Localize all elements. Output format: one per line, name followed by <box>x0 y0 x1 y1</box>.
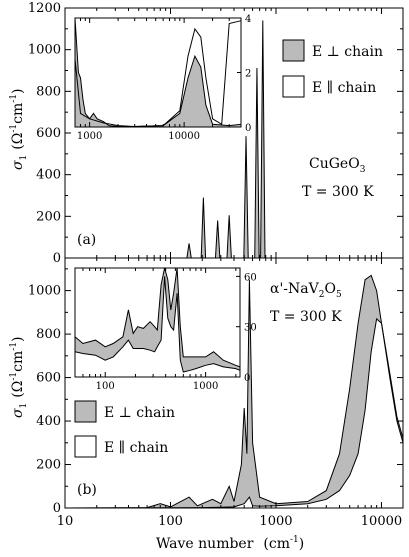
peak-mark <box>254 67 260 259</box>
peak-mark <box>260 20 266 259</box>
panel-b-material-sub1: 2 <box>319 290 325 300</box>
inset-x-tick-label: 1000 <box>77 131 102 142</box>
inset-y-tick-label: 30 <box>244 323 257 334</box>
inset-perp-area <box>75 268 240 372</box>
panel-a-ylabel-sub: 1 <box>19 155 29 161</box>
y-tick-label: 200 <box>36 458 61 473</box>
panel-a-ylabel-symbol: σ <box>10 160 26 170</box>
panel-a-ylabel-end: ) <box>10 88 26 93</box>
panel-b-material-mid: O <box>324 281 335 297</box>
y-tick-label: 400 <box>36 414 61 429</box>
y-tick-label: 200 <box>36 209 61 224</box>
panel-a-ylabel: σ1(Ω-1cm-1) <box>9 88 29 170</box>
panel-a-ylabel-mid: cm <box>10 103 26 124</box>
panel-a-inset: 1000 10000 0 2 4 <box>74 14 251 142</box>
inset-y-tick-label: 60 <box>244 272 257 283</box>
y-tick-label: 800 <box>36 327 61 342</box>
panel-b-ylabel-sup1: -1 <box>9 372 19 381</box>
panel-b-inset-ticks: 100 1000 0 30 60 <box>74 268 257 392</box>
panel-b-temperature: T = 300 K <box>270 309 342 325</box>
panel-b-ylabel-unit: (Ω <box>10 381 26 398</box>
panel-b-inset-plot <box>74 267 241 373</box>
panel-b-ylabel-sup2: -1 <box>9 342 19 351</box>
y-tick-label: 1000 <box>28 43 61 58</box>
panel-b-ylabel-end: ) <box>10 336 26 341</box>
panel-a-inset-ticks: 1000 10000 0 2 4 <box>74 14 251 142</box>
y-tick-label: 1200 <box>28 1 61 16</box>
legend-b-label-par: E ∥ chain <box>104 440 168 456</box>
panel-b-x-ticks: 10 100 1000 10000 <box>57 258 402 529</box>
inset-x-tick-label: 10000 <box>168 131 200 142</box>
panel-a-ylabel-sup2: -1 <box>9 94 19 103</box>
inset-upper-line <box>74 267 241 368</box>
panel-a-legend: E ⊥ chain E ∥ chain <box>282 39 383 98</box>
peak-mark <box>214 220 221 259</box>
legend-a-swatch-par <box>282 75 305 98</box>
inset-par-curve <box>74 20 242 128</box>
x-axis-label: Wave number (cm-1) <box>156 535 304 552</box>
panel-b-ylabel-sub: 1 <box>19 403 29 409</box>
panel-a-ylabel-sup1: -1 <box>9 124 19 133</box>
panel-a-inset-bg <box>75 18 241 127</box>
panel-a-x-ticks <box>64 8 382 258</box>
x-tick-label: 100 <box>158 514 183 529</box>
panel-b-inset: 100 1000 0 30 60 <box>74 267 257 392</box>
x-axis-label-end: ) <box>299 536 304 552</box>
panel-b-ylabel: σ1(Ω-1cm-1) <box>9 336 29 418</box>
legend-a-label-par: E ∥ chain <box>312 80 376 96</box>
y-tick-label: 600 <box>36 371 61 386</box>
legend-b-swatch-par <box>74 435 97 458</box>
peak-mark <box>243 136 249 259</box>
panel-a-material-sub: 3 <box>360 165 366 175</box>
panel-b-panel-label: (b) <box>77 482 97 498</box>
panel-b-plot <box>64 274 404 509</box>
x-tick-label: 10 <box>57 514 74 529</box>
peak-mark <box>186 243 192 259</box>
panel-a-y-ticks: 0 200 400 600 800 1000 1200 <box>28 1 403 266</box>
y-tick-label: 1000 <box>28 284 61 299</box>
y-tick-label: 0 <box>53 251 61 266</box>
x-tick-label: 10000 <box>361 514 402 529</box>
y-tick-label: 400 <box>36 168 61 183</box>
legend-b-label-perp: E ⊥ chain <box>104 405 175 421</box>
y-tick-label: 0 <box>53 501 61 516</box>
panel-b-ylabel-symbol: σ <box>10 408 26 418</box>
panel-a-temperature: T = 300 K <box>302 184 374 200</box>
perp-chain-area <box>65 275 403 508</box>
peak-mark <box>226 215 232 259</box>
y-tick-label: 600 <box>36 126 61 141</box>
inset-y-tick-label: 0 <box>245 123 251 134</box>
panel-b-legend: E ⊥ chain E ∥ chain <box>74 400 175 458</box>
inset-y-tick-label: 4 <box>245 14 251 25</box>
panel-b-material: α'-NaV2O5 <box>270 281 342 300</box>
y-tick-label: 800 <box>36 84 61 99</box>
panel-b-material-sub2: 5 <box>336 290 342 300</box>
panel-b-ylabel-mid: cm <box>10 351 26 372</box>
inset-lower-line <box>74 276 241 373</box>
panel-a-material: CuGeO3 <box>309 156 366 175</box>
panel-a-ylabel-unit: (Ω <box>10 133 26 150</box>
legend-b-swatch-perp <box>74 400 97 423</box>
x-axis-label-sup: -1 <box>290 535 299 545</box>
panel-a-panel-label: (a) <box>77 232 96 248</box>
inset-x-tick-label: 100 <box>96 381 115 392</box>
x-axis-label-unit: (cm <box>263 536 290 552</box>
peak-mark <box>200 197 207 259</box>
lower-envelope-line <box>64 317 404 509</box>
upper-envelope-line <box>64 274 404 509</box>
legend-a-swatch-perp <box>282 39 305 62</box>
x-axis-label-main: Wave number <box>156 536 254 552</box>
x-tick-label: 1000 <box>259 514 292 529</box>
inset-x-tick-label: 1000 <box>193 381 218 392</box>
inset-y-tick-label: 0 <box>244 373 250 384</box>
inset-y-tick-label: 2 <box>245 69 251 80</box>
panel-b-inset-frame <box>74 267 241 378</box>
legend-a-label-perp: E ⊥ chain <box>312 44 383 60</box>
